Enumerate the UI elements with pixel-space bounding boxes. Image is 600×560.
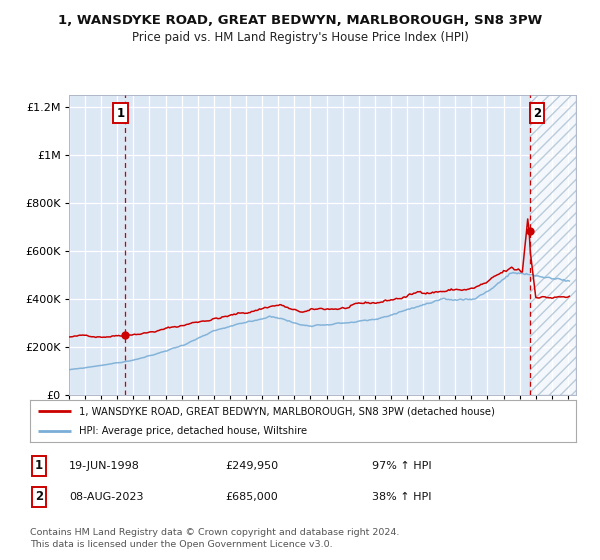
Text: 97% ↑ HPI: 97% ↑ HPI: [372, 461, 431, 471]
Text: HPI: Average price, detached house, Wiltshire: HPI: Average price, detached house, Wilt…: [79, 427, 307, 436]
Text: 2: 2: [533, 106, 541, 120]
Text: 1: 1: [117, 106, 125, 120]
Text: Price paid vs. HM Land Registry's House Price Index (HPI): Price paid vs. HM Land Registry's House …: [131, 31, 469, 44]
Text: 38% ↑ HPI: 38% ↑ HPI: [372, 492, 431, 502]
Text: 1: 1: [35, 459, 43, 473]
Text: 08-AUG-2023: 08-AUG-2023: [69, 492, 143, 502]
Text: 19-JUN-1998: 19-JUN-1998: [69, 461, 140, 471]
Text: 1, WANSDYKE ROAD, GREAT BEDWYN, MARLBOROUGH, SN8 3PW (detached house): 1, WANSDYKE ROAD, GREAT BEDWYN, MARLBORO…: [79, 407, 495, 416]
Text: £685,000: £685,000: [225, 492, 278, 502]
Text: 1, WANSDYKE ROAD, GREAT BEDWYN, MARLBOROUGH, SN8 3PW: 1, WANSDYKE ROAD, GREAT BEDWYN, MARLBORO…: [58, 14, 542, 27]
Text: Contains HM Land Registry data © Crown copyright and database right 2024.
This d: Contains HM Land Registry data © Crown c…: [30, 528, 400, 549]
Text: £249,950: £249,950: [225, 461, 278, 471]
Text: 2: 2: [35, 490, 43, 503]
